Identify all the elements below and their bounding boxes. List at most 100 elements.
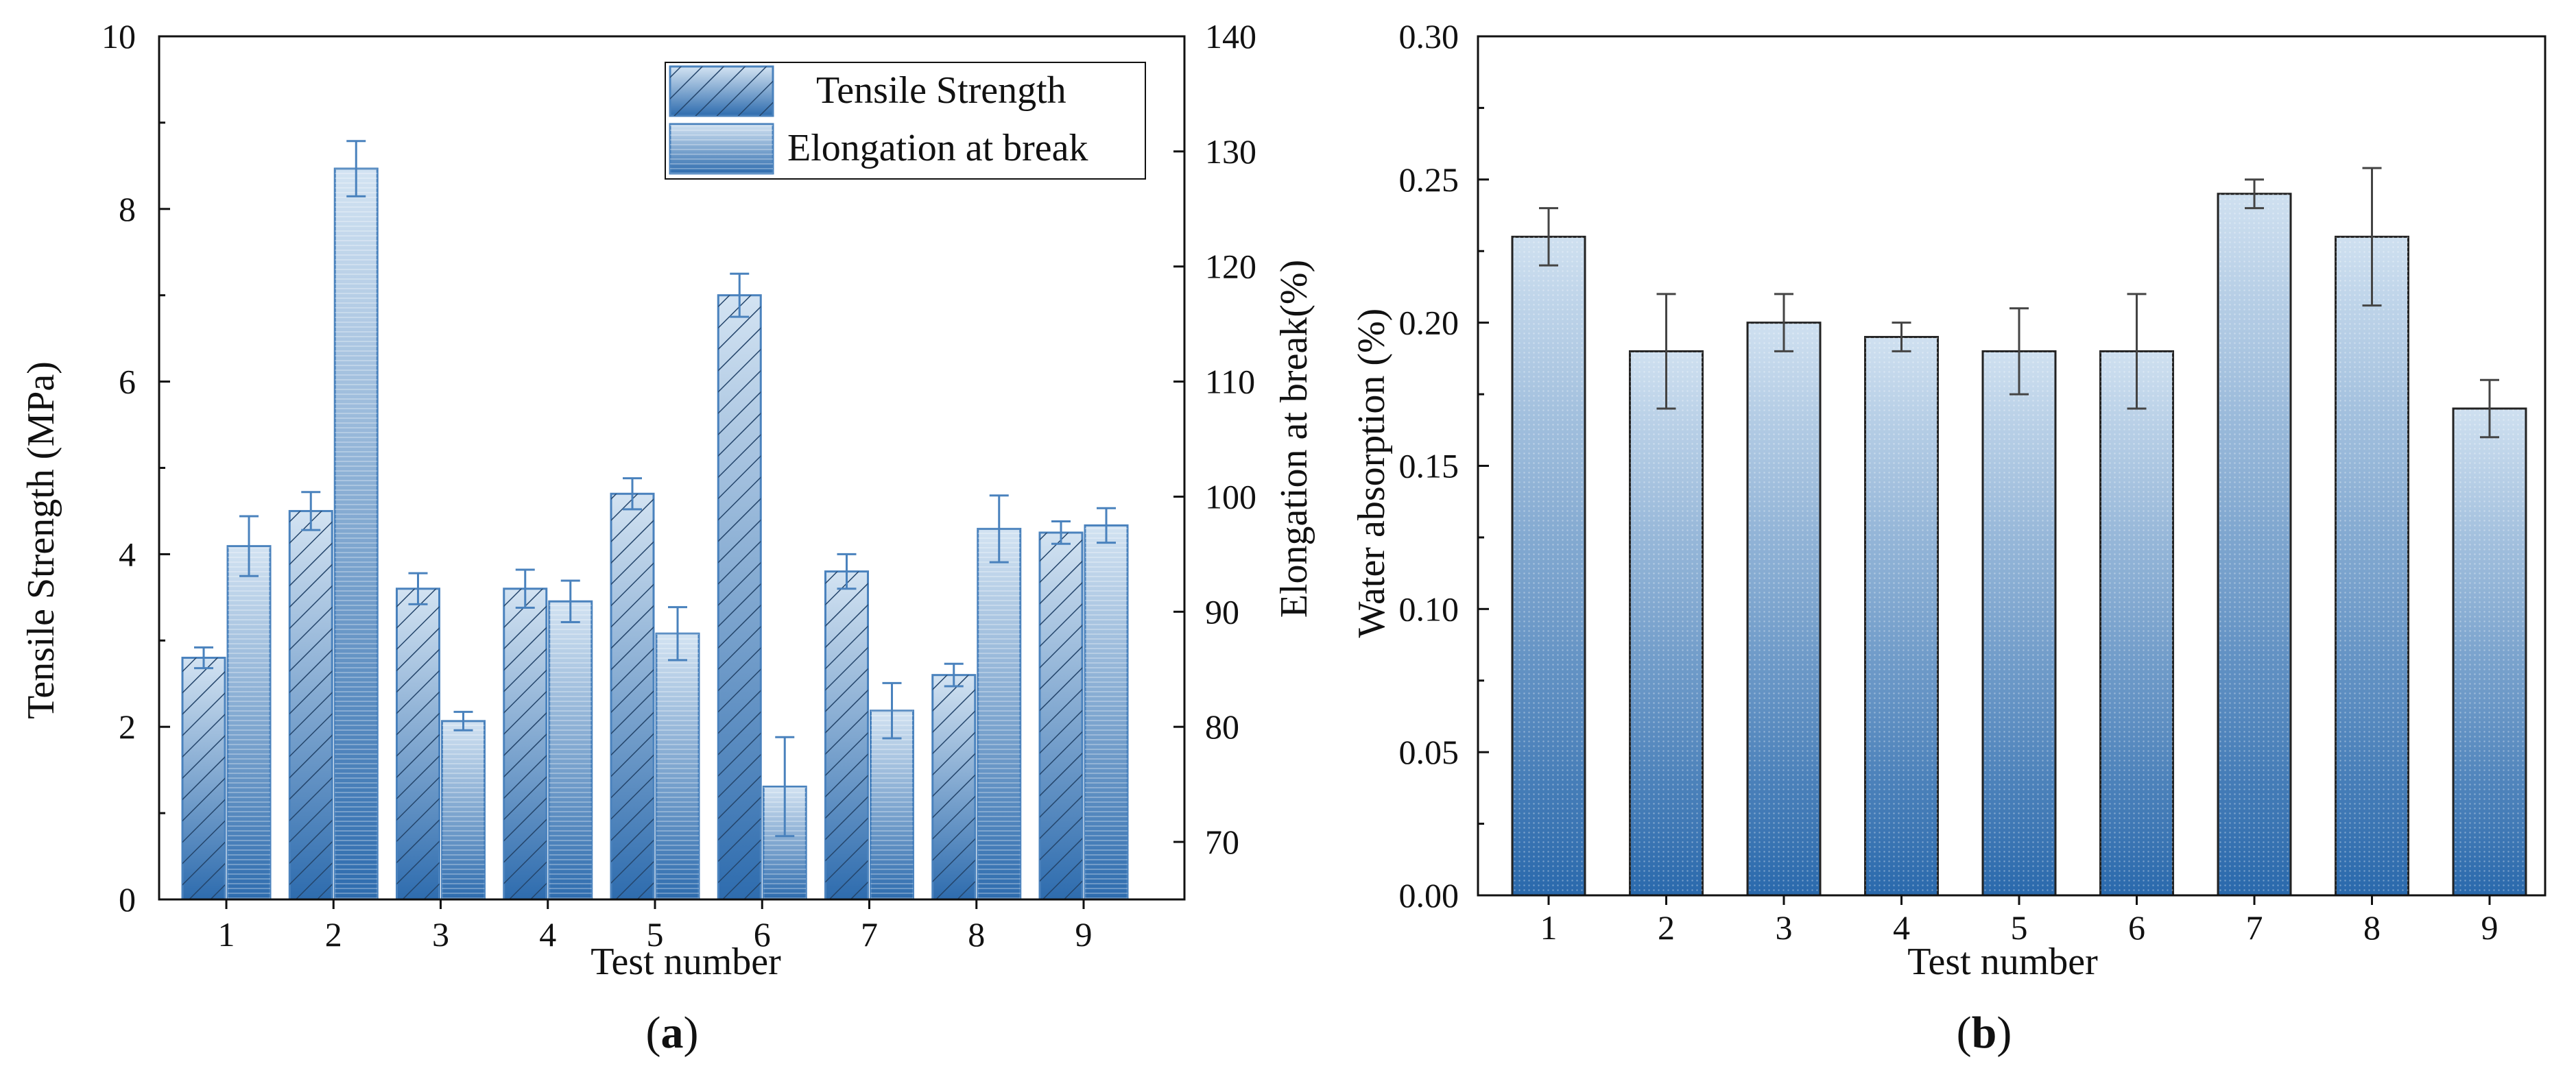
a-x-tick-label-8: 8	[968, 915, 985, 954]
legend-label-tensile: Tensile Strength	[816, 69, 1066, 112]
elongation-bar-stripes-8	[977, 529, 1021, 899]
b-y-tick-label-0.25: 0.25	[1399, 160, 1459, 199]
panel-label-a-letter: a	[661, 1008, 684, 1058]
elongation-error-6	[775, 736, 795, 838]
water-error-6	[2127, 293, 2147, 410]
elongation-error-3	[453, 710, 473, 731]
tensile-error-6	[730, 272, 750, 318]
a-y-right-tick-label-110: 110	[1205, 363, 1255, 401]
tensile-bar-hatch-2	[289, 511, 333, 899]
water-error-9	[2480, 378, 2499, 439]
a-y-right-tick-label-130: 130	[1205, 132, 1256, 171]
tensile-bar-hatch-1	[182, 657, 225, 899]
elongation-error-4	[560, 579, 580, 623]
a-x-tick-label-1: 1	[218, 915, 235, 954]
b-bars-layer	[1511, 167, 2527, 897]
water-bar-dots-2	[1630, 351, 1703, 895]
tensile-bar-hatch-6	[718, 295, 761, 899]
b-y-tick-label-0.15: 0.15	[1399, 447, 1459, 485]
b-x-tick-label-6: 6	[2128, 908, 2145, 947]
b-x-tick-label-3: 3	[1776, 908, 1793, 947]
elongation-bar-stripes-5	[656, 633, 699, 899]
a-x-tick-label-4: 4	[539, 915, 556, 954]
tensile-error-5	[623, 477, 642, 511]
tensile-error-9	[1051, 520, 1071, 545]
water-bar-dots-9	[2453, 408, 2526, 895]
tensile-error-1	[194, 646, 213, 670]
tensile-bar-hatch-7	[825, 571, 868, 899]
chart-panel-b: 1 2 3 4 5 6 7 8 9 0.00 0.05 0.10 0.15 0.20 0.25 0.30 Te…	[1350, 17, 2547, 1058]
b-y-tick-label-0.00: 0.00	[1399, 876, 1459, 915]
a-x-tick-label-2: 2	[325, 915, 342, 954]
a-x-tick-label-7: 7	[861, 915, 878, 954]
a-x-tick-label-6: 6	[754, 915, 771, 954]
water-error-1	[1539, 207, 1558, 267]
elongation-error-9	[1097, 507, 1116, 544]
a-y-left-tick-label-4: 4	[119, 535, 136, 573]
a-y-right-tick-label-90: 90	[1205, 592, 1239, 631]
b-x-tick-label-9: 9	[2481, 908, 2499, 947]
elongation-bar-stripes-9	[1085, 525, 1128, 899]
elongation-error-1	[239, 515, 259, 577]
a-y-left-tick-label-2: 2	[119, 707, 136, 746]
tensile-error-3	[408, 572, 428, 605]
a-y-right-tick-label-140: 140	[1205, 17, 1256, 56]
a-x-axis-title: Test number	[591, 941, 781, 983]
b-x-tick-label-5: 5	[2011, 908, 2028, 947]
tensile-bar-hatch-4	[503, 588, 547, 899]
a-y-right-axis-title: Elongation at break(%)	[1273, 260, 1315, 618]
a-x-tick-label-3: 3	[432, 915, 449, 954]
water-bar-dots-6	[2100, 351, 2173, 895]
a-y-left-tick-label-8: 8	[119, 190, 136, 228]
a-y-right-tick-label-80: 80	[1205, 707, 1239, 746]
elongation-error-5	[668, 606, 687, 662]
a-y-right-tick-label-100: 100	[1205, 477, 1256, 516]
b-y-tick-label-0.10: 0.10	[1399, 590, 1459, 628]
legend-swatch-tensile-hatch	[670, 66, 773, 116]
elongation-bar-stripes-1	[228, 546, 270, 899]
elongation-error-7	[882, 681, 902, 740]
a-y-right-tick-label-120: 120	[1205, 247, 1256, 286]
elongation-error-2	[346, 140, 366, 197]
tensile-error-7	[837, 553, 857, 590]
a-x-tick-label-5: 5	[647, 915, 664, 954]
a-x-tick-label-9: 9	[1075, 915, 1093, 954]
water-error-7	[2245, 178, 2264, 210]
tensile-error-8	[944, 662, 964, 688]
water-error-8	[2362, 167, 2382, 307]
tensile-bar-hatch-8	[932, 675, 975, 899]
b-x-axis-title: Test number	[1907, 941, 2098, 983]
elongation-bar-stripes-4	[549, 601, 592, 899]
water-bar-dots-4	[1865, 337, 1938, 895]
panel-label-a: (a)	[646, 1008, 699, 1058]
b-y-tick-label-0.05: 0.05	[1399, 733, 1459, 771]
b-y-axis-title: Water absorption (%)	[1350, 308, 1393, 638]
elongation-bar-stripes-3	[442, 721, 485, 899]
a-legend: Tensile Strength Elongation at break	[665, 62, 1146, 180]
tensile-error-2	[301, 491, 321, 531]
water-error-5	[2009, 307, 2029, 396]
water-error-2	[1656, 293, 1676, 410]
legend-label-elongation: Elongation at break	[787, 127, 1088, 169]
water-bar-dots-3	[1748, 322, 1820, 896]
panel-label-b: (b)	[1957, 1008, 2012, 1058]
elongation-bar-stripes-7	[870, 710, 914, 899]
legend-swatch-elongation-stripes	[670, 124, 773, 173]
tensile-bar-hatch-5	[611, 494, 654, 899]
a-y-left-tick-label-6: 6	[119, 363, 136, 401]
b-y-tick-label-0.20: 0.20	[1399, 304, 1459, 342]
water-error-4	[1892, 322, 1911, 352]
water-error-3	[1774, 293, 1793, 352]
b-y-tick-label-0.30: 0.30	[1399, 17, 1459, 56]
a-bars-layer	[181, 140, 1129, 901]
tensile-bar-hatch-9	[1040, 532, 1082, 899]
water-bar-dots-1	[1512, 237, 1585, 895]
b-x-tick-label-8: 8	[2363, 908, 2381, 947]
b-x-tick-label-2: 2	[1658, 908, 1675, 947]
b-x-tick-label-7: 7	[2246, 908, 2263, 947]
b-axes-layer: 1 2 3 4 5 6 7 8 9 0.00 0.05 0.10 0.15 0.20 0.25 0.30	[1399, 17, 2547, 947]
water-bar-dots-5	[1983, 351, 2055, 895]
tensile-bar-hatch-3	[396, 588, 440, 899]
b-x-tick-label-4: 4	[1893, 908, 1910, 947]
